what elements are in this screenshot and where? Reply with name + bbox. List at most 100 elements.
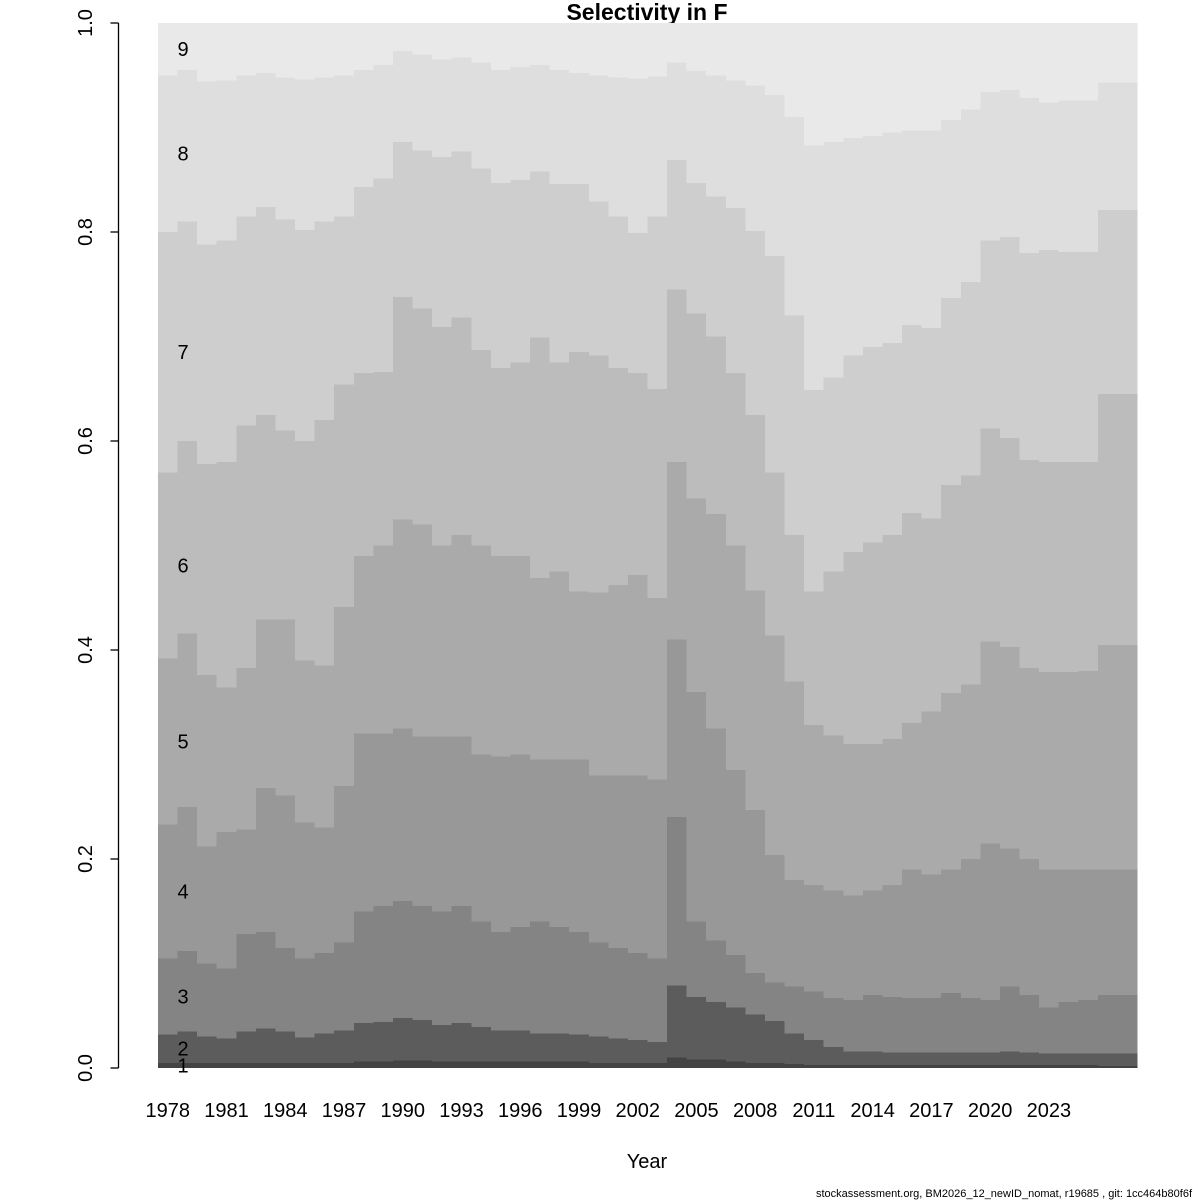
y-tick-label: 0.0 (75, 1054, 97, 1082)
year-band-age4 (745, 809, 766, 973)
year-band-age7 (686, 182, 707, 314)
year-band-age7 (764, 256, 786, 473)
year-band-age4 (1117, 869, 1138, 995)
y-tick-label: 0.2 (75, 845, 97, 873)
year-band-age6 (862, 542, 883, 745)
year-band-age6 (353, 373, 374, 556)
year-band-age3 (686, 921, 707, 997)
x-axis-label: Year (627, 1151, 668, 1173)
year-band-age6 (686, 313, 707, 499)
year-band-age3 (197, 963, 218, 1037)
year-band-age1 (921, 1064, 942, 1068)
year-band-age4 (530, 759, 551, 922)
year-band-age4 (725, 770, 746, 956)
year-band-age5 (745, 590, 766, 810)
year-band-age8 (158, 75, 179, 232)
year-band-age1 (843, 1064, 864, 1068)
year-band-age5 (921, 711, 942, 875)
year-band-age2 (608, 1038, 629, 1063)
year-band-age9 (980, 23, 1001, 92)
year-band-age3 (588, 942, 609, 1037)
year-band-age7 (510, 179, 531, 363)
year-band-age5 (764, 635, 786, 855)
year-band-age1 (686, 1059, 707, 1068)
year-band-age5 (980, 641, 1001, 844)
year-band-age3 (530, 921, 551, 1034)
year-band-age4 (1039, 869, 1060, 1008)
year-band-age9 (667, 23, 688, 63)
year-band-age1 (1019, 1064, 1040, 1068)
age-label: 9 (177, 39, 188, 61)
year-band-age4 (882, 885, 903, 997)
y-tick-label: 0.6 (75, 427, 97, 455)
year-band-age8 (197, 81, 218, 245)
year-band-age8 (490, 70, 511, 183)
year-band-age8 (216, 80, 237, 241)
year-band-age1 (960, 1064, 981, 1068)
year-band-age5 (627, 574, 648, 776)
year-band-age6 (647, 388, 668, 598)
year-band-age8 (745, 85, 766, 231)
year-band-age5 (902, 723, 923, 870)
year-band-age8 (275, 77, 296, 220)
year-band-age1 (745, 1062, 766, 1068)
year-band-age1 (530, 1061, 551, 1068)
year-band-age3 (745, 972, 766, 1015)
year-band-age2 (549, 1033, 570, 1062)
year-band-age1 (588, 1062, 609, 1068)
year-band-age4 (647, 779, 668, 959)
year-band-age4 (373, 733, 394, 907)
year-band-age3 (158, 958, 179, 1035)
year-band-age3 (353, 911, 374, 1024)
year-band-age6 (432, 327, 453, 546)
year-band-age6 (334, 384, 355, 608)
year-band-age8 (999, 89, 1021, 238)
year-band-age1 (510, 1061, 531, 1068)
year-band-age1 (334, 1062, 355, 1068)
year-band-age8 (588, 75, 609, 202)
year-band-age5 (608, 585, 629, 776)
year-band-age7 (314, 221, 335, 421)
year-band-age2 (745, 1014, 766, 1063)
year-band-age3 (667, 817, 688, 986)
year-band-age2 (725, 1007, 746, 1062)
year-band-age4 (764, 854, 786, 983)
year-band-age4 (921, 874, 942, 998)
year-band-age1 (1039, 1064, 1060, 1068)
year-band-age4 (823, 890, 844, 998)
year-band-age7 (255, 206, 276, 415)
year-band-age1 (177, 1062, 198, 1068)
year-band-age6 (314, 420, 335, 666)
year-band-age7 (216, 240, 237, 462)
year-band-age7 (862, 346, 883, 543)
year-band-age3 (999, 986, 1021, 1052)
year-band-age6 (667, 289, 688, 462)
year-band-age7 (334, 216, 355, 385)
year-band-age7 (412, 150, 433, 309)
year-band-age2 (1019, 1052, 1040, 1065)
year-band-age8 (667, 62, 688, 160)
year-band-age1 (490, 1061, 511, 1068)
year-band-age6 (960, 475, 981, 685)
year-band-age4 (353, 733, 374, 912)
year-band-age6 (999, 437, 1021, 647)
year-band-age6 (490, 367, 511, 556)
x-tick-label: 2023 (1027, 1100, 1072, 1122)
year-band-age6 (255, 414, 276, 620)
year-band-age2 (764, 1020, 786, 1063)
age-label: 2 (177, 1039, 188, 1061)
year-band-age4 (1078, 869, 1099, 1001)
year-band-age3 (549, 926, 570, 1034)
year-band-age7 (882, 342, 903, 536)
year-band-age7 (980, 240, 1001, 429)
year-band-age5 (432, 545, 453, 737)
year-band-age5 (843, 744, 864, 896)
year-band-age1 (823, 1064, 844, 1068)
year-band-age5 (451, 535, 472, 737)
year-band-age4 (804, 885, 825, 992)
year-band-age7 (158, 232, 179, 473)
year-band-age1 (549, 1061, 570, 1068)
year-band-age9 (314, 23, 335, 78)
year-band-age9 (902, 23, 923, 131)
year-band-age5 (1078, 670, 1099, 870)
